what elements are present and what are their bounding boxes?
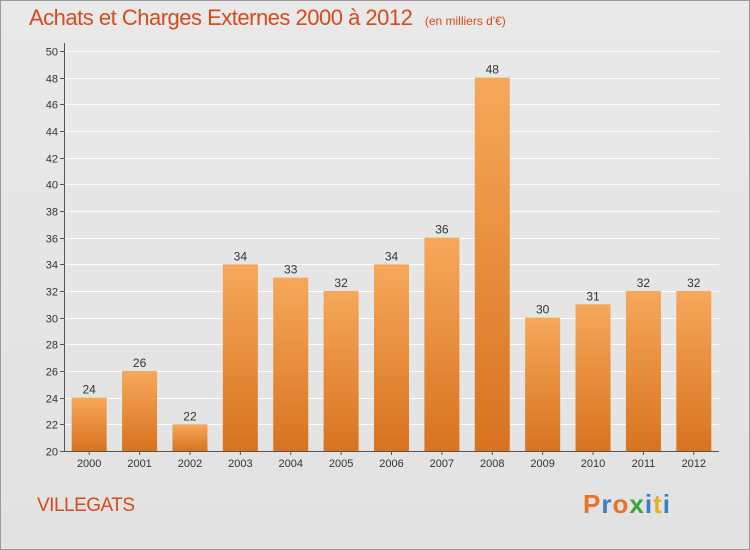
x-tick-label: 2003 [228, 458, 252, 470]
bar [374, 264, 409, 451]
logo-letter: r [601, 489, 613, 519]
y-tick-label: 44 [46, 127, 58, 139]
data-label: 32 [687, 276, 701, 290]
y-tick-label: 34 [46, 260, 58, 272]
y-tick-label: 24 [46, 394, 58, 406]
y-tick-label: 20 [46, 447, 58, 459]
x-tick-label: 2005 [329, 458, 353, 470]
data-label: 33 [284, 263, 298, 277]
y-tick-label: 46 [46, 100, 58, 112]
data-label: 24 [83, 383, 97, 397]
proxiti-logo: Proxiti [583, 489, 671, 520]
logo-letter: x [629, 489, 645, 519]
bar [122, 371, 158, 451]
y-tick-label: 40 [46, 180, 58, 192]
chart-title-text: Achats et Charges Externes 2000 à 2012 [29, 5, 413, 30]
logo-letter: o [612, 489, 630, 519]
data-label: 34 [385, 249, 399, 263]
data-label: 32 [334, 276, 348, 290]
bar [525, 317, 561, 451]
bar [172, 424, 208, 451]
logo-letter: i [662, 489, 671, 519]
bar [71, 397, 107, 451]
x-tick-label: 2004 [278, 458, 302, 470]
y-tick-label: 36 [46, 234, 58, 246]
chart-title: Achats et Charges Externes 2000 à 2012 (… [29, 5, 506, 31]
bar [625, 291, 661, 451]
y-tick-label: 42 [46, 154, 58, 166]
axes: 20 22 24 26 28 30 32 34 36 38 40 42 44 46 48 50 2000 2001… [46, 43, 719, 470]
logo-letter: t [653, 489, 663, 519]
data-label: 36 [435, 223, 449, 237]
bars [71, 77, 712, 452]
y-tick-label: 50 [46, 47, 58, 59]
chart-unit: (en milliers d'€) [424, 14, 506, 28]
data-label: 26 [133, 356, 147, 370]
x-tick-label: 2002 [178, 458, 202, 470]
x-tick-label: 2008 [480, 458, 504, 470]
data-label: 30 [536, 303, 550, 317]
logo-letter: P [583, 489, 602, 519]
x-tick-label: 2011 [632, 458, 656, 470]
data-label: 34 [234, 249, 248, 263]
data-label: 48 [486, 63, 500, 77]
y-tick-label: 32 [46, 287, 58, 299]
x-tick-label: 2001 [127, 458, 151, 470]
x-tick-label: 2000 [77, 458, 101, 470]
y-tick-label: 38 [46, 207, 58, 219]
x-tick-label: 2007 [430, 458, 454, 470]
bar [676, 291, 712, 451]
x-tick-label: 2009 [530, 458, 554, 470]
bar [424, 237, 460, 451]
x-tick-label: 2010 [581, 458, 605, 470]
x-tick-label: 2006 [379, 458, 403, 470]
data-labels: 24 26 22 34 33 32 34 36 48 30 31 32 32 [83, 63, 701, 424]
bar [273, 277, 309, 451]
bar [575, 304, 611, 451]
bar [222, 264, 258, 451]
y-tick-label: 30 [46, 314, 58, 326]
y-tick-label: 28 [46, 340, 58, 352]
y-tick-label: 26 [46, 367, 58, 379]
data-label: 22 [183, 409, 197, 423]
bar [323, 291, 359, 451]
commune-name: VILLEGATS [37, 495, 135, 516]
y-tick-label: 48 [46, 74, 58, 86]
bar [474, 77, 510, 452]
y-tick-label: 22 [46, 420, 58, 432]
logo-letter: i [644, 489, 654, 519]
x-tick-label: 2012 [682, 458, 706, 470]
data-label: 31 [586, 289, 600, 303]
data-label: 32 [637, 276, 651, 290]
